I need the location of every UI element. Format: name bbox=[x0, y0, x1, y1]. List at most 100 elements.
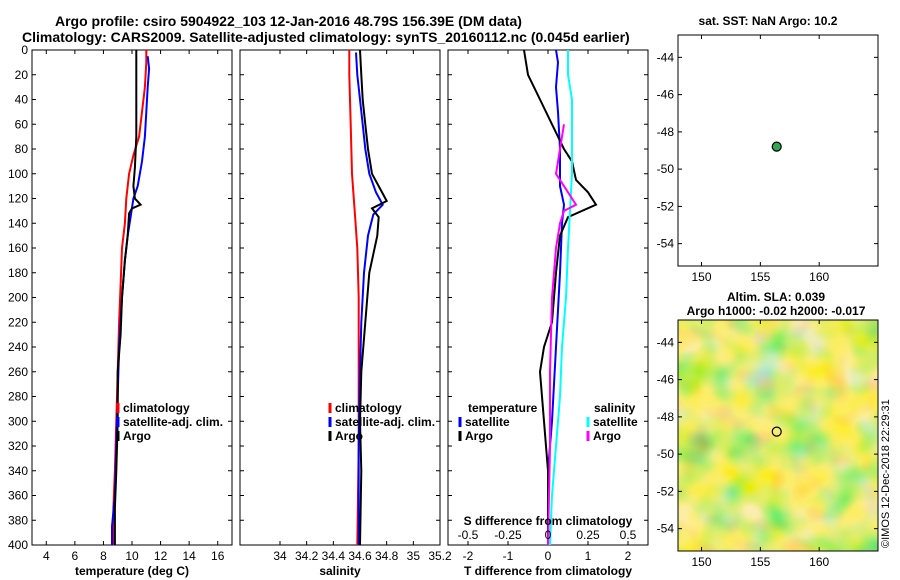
sla-map-title-line1: Altim. SLA: 0.039 bbox=[727, 290, 825, 304]
s-tick-label: 0.25 bbox=[576, 528, 600, 542]
sst-map-title: sat. SST: NaN Argo: 10.2 bbox=[699, 14, 838, 28]
argo-location-marker bbox=[771, 141, 782, 152]
argo-location-marker bbox=[771, 426, 782, 437]
difference-panel: -2 -1 0 1 2T difference from climatology S di… bbox=[447, 49, 649, 578]
y-tick-label: 340 bbox=[8, 464, 28, 478]
credit-text: ©IMOS 12-Dec-2018 22:29:31 bbox=[880, 399, 892, 548]
legend-label: Argo bbox=[593, 429, 621, 443]
y-tick-label: -46 bbox=[657, 373, 675, 387]
x-tick-label: 34.6 bbox=[348, 549, 372, 563]
x-tick-label: 160 bbox=[809, 555, 829, 569]
x-tick-label: 34 bbox=[273, 549, 287, 563]
s-tick-label: -0.25 bbox=[494, 528, 522, 542]
difference-xlabel: T difference from climatology bbox=[464, 564, 632, 578]
series-line-argo bbox=[358, 49, 389, 546]
y-tick-label: -44 bbox=[657, 50, 675, 64]
y-tick-label: -48 bbox=[657, 410, 675, 424]
y-tick-label: -44 bbox=[657, 335, 675, 349]
x-tick-label: 2 bbox=[625, 549, 632, 563]
series-line-salinity-argo bbox=[547, 124, 578, 546]
y-tick-label: 80 bbox=[15, 142, 29, 156]
legend-label: satellite bbox=[465, 415, 510, 429]
y-tick-label: 100 bbox=[8, 167, 28, 181]
series-line-satellite-adj-clim- bbox=[355, 52, 384, 545]
x-tick-label: 155 bbox=[750, 555, 770, 569]
y-tick-label: 120 bbox=[8, 192, 28, 206]
y-tick-label: 220 bbox=[8, 315, 28, 329]
x-tick-label: 160 bbox=[809, 270, 829, 284]
map-sla-axes-box bbox=[677, 319, 879, 552]
s-tick-label: -0.5 bbox=[458, 528, 479, 542]
y-tick-label: 280 bbox=[8, 390, 28, 404]
x-tick-label: 14 bbox=[182, 549, 196, 563]
salinity-xlabel: salinity bbox=[319, 564, 361, 578]
legend-label: Argo bbox=[335, 429, 363, 443]
y-tick-label: 360 bbox=[8, 489, 28, 503]
legend-title-temperature: temperature bbox=[468, 401, 538, 415]
y-tick-label: 380 bbox=[8, 513, 28, 527]
x-tick-label: 4 bbox=[43, 549, 50, 563]
y-tick-label: 320 bbox=[8, 439, 28, 453]
y-tick-label: 180 bbox=[8, 266, 28, 280]
x-tick-label: -1 bbox=[503, 549, 514, 563]
legend-label: Argo bbox=[123, 429, 151, 443]
x-tick-label: 10 bbox=[125, 549, 139, 563]
legend-label: satellite bbox=[593, 415, 638, 429]
temperature-xlabel: temperature (deg C) bbox=[75, 564, 189, 578]
figure-title-line2: Climatology: CARS2009. Satellite-adjuste… bbox=[22, 29, 630, 45]
sst-map-panel: sat. SST: NaN Argo: 10.2 150 155 160 -44 -46 -… bbox=[657, 14, 879, 284]
y-tick-label: 0 bbox=[21, 43, 28, 57]
series-line-argo bbox=[113, 50, 143, 545]
x-tick-label: 1 bbox=[585, 549, 592, 563]
x-tick-label: 34.8 bbox=[375, 549, 399, 563]
y-tick-label: 60 bbox=[15, 117, 29, 131]
x-tick-label: 155 bbox=[750, 270, 770, 284]
y-tick-label: 40 bbox=[15, 93, 29, 107]
sla-map-title-line2: Argo h1000: -0.02 h2000: -0.017 bbox=[687, 304, 866, 318]
y-tick-label: -54 bbox=[657, 522, 675, 536]
y-tick-label: -50 bbox=[657, 447, 675, 461]
legend-label: satellite-adj. clim. bbox=[123, 415, 223, 429]
legend-label: climatology bbox=[335, 401, 402, 415]
x-tick-label: 8 bbox=[100, 549, 107, 563]
y-tick-label: 160 bbox=[8, 241, 28, 255]
x-tick-label: 0 bbox=[545, 549, 552, 563]
y-tick-label: -54 bbox=[657, 237, 675, 251]
figure-title-line1: Argo profile: csiro 5904922_103 12-Jan-2… bbox=[55, 13, 522, 29]
y-tick-label: 300 bbox=[8, 414, 28, 428]
y-tick-label: 260 bbox=[8, 365, 28, 379]
temperature-panel: 4 6 8 10 12 14 1602040608010012014016018020022… bbox=[8, 43, 233, 578]
secondary-xlabel: S difference from climatology bbox=[464, 514, 633, 528]
y-tick-label: 240 bbox=[8, 340, 28, 354]
salinity-panel: 34 34.2 34.4 34.6 34.8 35 35.2 salinity climatol… bbox=[239, 49, 452, 578]
x-tick-label: 12 bbox=[154, 549, 168, 563]
y-tick-label: 140 bbox=[8, 216, 28, 230]
series-line-salinity-satellite bbox=[549, 50, 573, 546]
s-tick-label: 0 bbox=[545, 528, 552, 542]
x-tick-label: 6 bbox=[72, 549, 79, 563]
x-tick-label: 16 bbox=[211, 549, 225, 563]
y-tick-label: 200 bbox=[8, 291, 28, 305]
x-tick-label: 34.4 bbox=[322, 549, 346, 563]
x-tick-label: -2 bbox=[463, 549, 474, 563]
y-tick-label: -48 bbox=[657, 125, 675, 139]
legend-label: satellite-adj. clim. bbox=[335, 415, 435, 429]
x-tick-label: 34.2 bbox=[295, 549, 319, 563]
series-line-temperature-satellite bbox=[547, 49, 566, 545]
x-tick-label: 150 bbox=[692, 555, 712, 569]
legend-label: climatology bbox=[123, 401, 190, 415]
series-line-temperature-argo bbox=[523, 49, 598, 545]
x-tick-label: 35.2 bbox=[428, 549, 452, 563]
x-tick-label: 150 bbox=[692, 270, 712, 284]
legend-label: Argo bbox=[465, 429, 493, 443]
y-tick-label: -52 bbox=[657, 484, 675, 498]
y-tick-label: -52 bbox=[657, 199, 675, 213]
y-tick-label: -50 bbox=[657, 162, 675, 176]
x-tick-label: 35 bbox=[407, 549, 421, 563]
y-tick-label: -46 bbox=[657, 88, 675, 102]
y-tick-label: 20 bbox=[15, 68, 29, 82]
map-sst-axes-box bbox=[677, 34, 879, 267]
y-tick-label: 400 bbox=[8, 538, 28, 552]
